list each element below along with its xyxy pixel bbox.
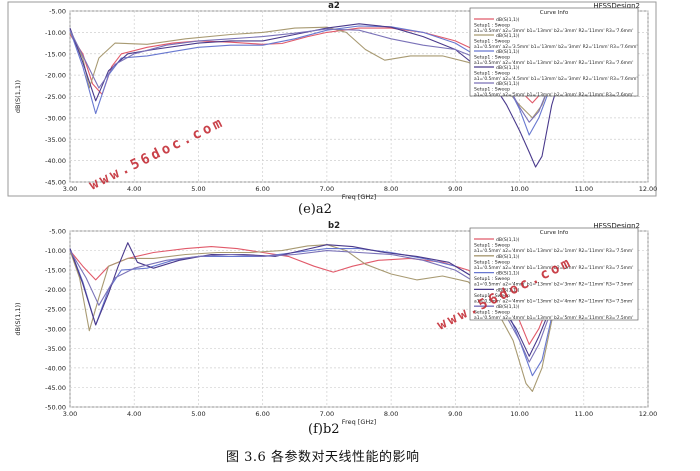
x-axis-label: Freq [GHz] [342, 418, 376, 426]
chart-panel-b2: 3.00 4.00 5.00 6.00 7.00 8.00 9.00 10.00 11.00 12… [14, 221, 657, 426]
legend-title: Curve Info [540, 230, 569, 236]
x-tick-label: 9.00 [448, 185, 462, 193]
legend-entry-params: a1='0.5mm' a2='4mm' b1='13mm' b2='3mm' R… [474, 282, 633, 288]
legend-entry-setup: Setup1 : Sweep [474, 310, 510, 316]
y-tick-label: -5.00 [49, 228, 66, 236]
x-tick-label: 4.00 [127, 410, 141, 418]
y-tick-label: -20.00 [45, 72, 66, 80]
legend-entry-params: a1='0.5mm' a2='3.5mm' b1='13mm' b2='3mm'… [474, 44, 638, 50]
chart-title: a2 [328, 1, 340, 11]
x-tick-label: 10.00 [510, 185, 529, 193]
chart-panel-a2: 3.00 4.00 5.00 6.00 7.00 8.00 9.00 10.00 11.00 12… [7, 1, 658, 201]
y-tick-label: -50.00 [45, 404, 66, 412]
legend-entry-name: dB(S(1,1)) [496, 304, 520, 310]
y-tick-label: -15.00 [45, 267, 66, 275]
x-tick-label: 9.00 [448, 410, 462, 418]
legend-entry-name: dB(S(1,1)) [496, 65, 520, 71]
legend-entry-setup: Setup1 : Sweep [474, 23, 510, 29]
legend-entry-params: a1='0.5mm' a2='4mm' b1='13mm' b2='3mm' R… [474, 60, 633, 66]
y-tick-label: -40.00 [45, 364, 66, 372]
series-line-5 [69, 28, 565, 123]
series-line-4 [69, 23, 566, 168]
legend-entry-params: a1='0.5mm' a2='3mm' b1='13mm' b2='3mm' R… [474, 28, 633, 34]
figure-caption: 图 3.6 各参数对天线性能的影响 [226, 450, 420, 465]
legend-entry-setup: Setup1 : Sweep [474, 87, 510, 93]
legend-entry-params: a1='0.5mm' a2='4mm' b1='13mm' b2='4mm' R… [474, 298, 633, 304]
x-tick-label: 12.00 [639, 410, 658, 418]
legend-entry-setup: Setup1 : Sweep [474, 276, 510, 282]
legend-entry-name: dB(S(1,1)) [496, 254, 520, 260]
y-tick-label: -5.00 [49, 8, 66, 16]
y-axis-label: dB(S(1,1)) [14, 80, 22, 113]
legend-entry-params: a1='0.5mm' a2='4mm' b1='13mm' b2='1mm' R… [474, 248, 633, 254]
x-tick-label: 11.00 [574, 410, 593, 418]
legend-entry-name: dB(S(1,1)) [496, 33, 520, 39]
legend-entry-params: a1='0.5mm' a2='4.5mm' b1='13mm' b2='3mm'… [474, 76, 638, 82]
x-tick-label: 5.00 [191, 410, 205, 418]
y-tick-label: -25.00 [45, 306, 66, 314]
legend-entry-setup: Setup1 : Sweep [474, 39, 510, 45]
legend-entry-setup: Setup1 : Sweep [474, 259, 510, 265]
x-tick-label: 12.00 [639, 185, 658, 193]
x-tick-label: 5.00 [191, 185, 205, 193]
x-tick-label: 7.00 [320, 185, 334, 193]
x-tick-label: 8.00 [384, 185, 398, 193]
x-tick-label: 3.00 [63, 185, 77, 193]
x-axis-label: Freq [GHz] [342, 193, 376, 201]
legend-entry-name: dB(S(1,1)) [496, 49, 520, 55]
y-axis-label: dB(S(1,1)) [14, 302, 22, 335]
design-name: HFSSDesign2 [593, 2, 640, 10]
y-tick-label: -35.00 [45, 136, 66, 144]
x-tick-label: 10.00 [510, 410, 529, 418]
legend-box [469, 7, 639, 97]
y-tick-label: -40.00 [45, 157, 66, 165]
y-tick-label: -25.00 [45, 93, 66, 101]
legend-entry-setup: Setup1 : Sweep [474, 293, 510, 299]
legend-entry-name: dB(S(1,1)) [496, 287, 520, 293]
legend-entry-name: dB(S(1,1)) [496, 237, 520, 243]
x-tick-label: 4.00 [127, 185, 141, 193]
panel-a-caption: (e)a2 [298, 202, 332, 217]
legend-box [469, 227, 639, 321]
panel-b-caption: (f)b2 [308, 422, 340, 437]
x-tick-label: 7.00 [320, 410, 334, 418]
series-line-2 [69, 26, 565, 119]
x-tick-label: 8.00 [384, 410, 398, 418]
x-tick-label: 3.00 [63, 410, 77, 418]
y-tick-label: -10.00 [45, 247, 66, 255]
legend-entry-setup: Setup1 : Sweep [474, 71, 510, 77]
legend-entry-name: dB(S(1,1)) [496, 17, 520, 23]
y-tick-label: -45.00 [45, 179, 66, 187]
legend-entry-name: dB(S(1,1)) [496, 271, 520, 277]
legend-entry-params: a1='0.5mm' a2='4mm' b1='13mm' b2='5mm' R… [474, 315, 633, 321]
y-tick-label: -45.00 [45, 384, 66, 392]
design-name: HFSSDesign2 [593, 222, 640, 230]
x-tick-label: 6.00 [255, 410, 269, 418]
x-tick-label: 6.00 [255, 185, 269, 193]
y-tick-label: -15.00 [45, 50, 66, 58]
legend-entry-setup: Setup1 : Sweep [474, 243, 510, 249]
legend-entry-name: dB(S(1,1)) [496, 81, 520, 87]
legend-entry-setup: Setup1 : Sweep [474, 55, 510, 61]
series-line-2 [69, 244, 566, 392]
y-tick-label: -10.00 [45, 29, 66, 37]
y-tick-label: -20.00 [45, 286, 66, 294]
y-tick-label: -30.00 [45, 325, 66, 333]
legend-entry-params: a1='0.5mm' a2='5mm' b1='13mm' b2='3mm' R… [474, 92, 633, 98]
series-line-5 [69, 250, 566, 363]
series-line-4 [69, 242, 566, 357]
y-tick-label: -35.00 [45, 345, 66, 353]
chart-title: b2 [328, 221, 340, 231]
legend-entry-params: a1='0.5mm' a2='4mm' b1='13mm' b2='2mm' R… [474, 265, 633, 271]
x-tick-label: 11.00 [574, 185, 593, 193]
legend-title: Curve Info [540, 10, 569, 16]
y-tick-label: -30.00 [45, 114, 66, 122]
